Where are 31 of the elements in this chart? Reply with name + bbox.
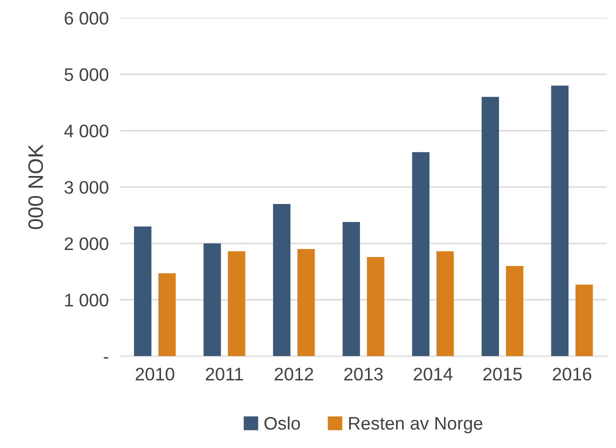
bar [228, 251, 246, 356]
bar [158, 273, 176, 356]
y-tick-label: 6 000 [64, 12, 108, 25]
legend-label: Resten av Norge [349, 417, 482, 434]
x-tick-label: 2016 [552, 368, 592, 381]
bar [506, 266, 524, 356]
x-tick-label: 2015 [483, 368, 522, 381]
x-tick-label: 2011 [206, 368, 243, 381]
x-tick-label: 2012 [274, 368, 314, 381]
y-tick-label: 4 000 [64, 124, 108, 138]
y-tick-label: 5 000 [64, 68, 108, 82]
y-tick-label: 3 000 [64, 180, 108, 194]
y-tick-label: - [104, 357, 108, 359]
y-axis-title: 000 NOK [28, 144, 44, 230]
y-tick-label: 1 000 [65, 294, 108, 307]
bar [134, 226, 152, 356]
bar [436, 251, 454, 356]
x-tick-label: 2013 [344, 368, 383, 381]
x-tick-label: 2010 [136, 368, 174, 381]
x-tick-label: 2014 [414, 368, 453, 381]
bar [366, 256, 384, 356]
bar [273, 204, 290, 356]
bar [342, 222, 360, 356]
y-tick-label: 2 000 [64, 237, 108, 250]
legend-label: Oslo [264, 416, 300, 430]
bar [297, 249, 315, 356]
bar [482, 96, 500, 356]
bar [204, 243, 221, 356]
bar [412, 152, 430, 356]
bar [575, 284, 593, 356]
bar [551, 86, 569, 356]
